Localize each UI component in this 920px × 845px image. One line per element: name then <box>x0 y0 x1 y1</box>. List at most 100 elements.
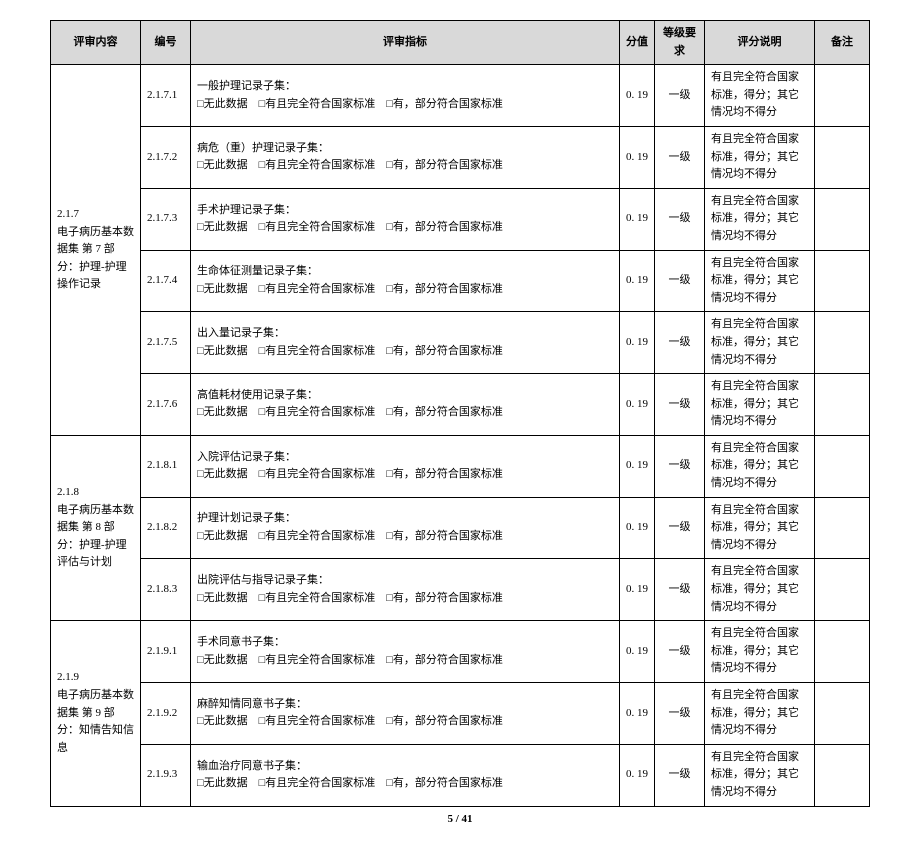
indicator-title: 手术护理记录子集： <box>197 202 613 220</box>
header-content: 评审内容 <box>51 21 141 65</box>
indicator-title: 护理计划记录子集： <box>197 510 613 528</box>
level-cell: 一级 <box>655 312 705 374</box>
header-num: 编号 <box>141 21 191 65</box>
header-indicator: 评审指标 <box>191 21 620 65</box>
desc-cell: 有且完全符合国家标准，得分；其它情况均不得分 <box>705 65 815 127</box>
level-cell: 一级 <box>655 374 705 436</box>
table-row: 2.1.8.2护理计划记录子集：□无此数据 □有且完全符合国家标准 □有，部分符… <box>51 497 870 559</box>
table-row: 2.1.8.3出院评估与指导记录子集：□无此数据 □有且完全符合国家标准 □有，… <box>51 559 870 621</box>
indicator-cell: 高值耗材使用记录子集：□无此数据 □有且完全符合国家标准 □有，部分符合国家标准 <box>191 374 620 436</box>
header-row: 评审内容 编号 评审指标 分值 等级要求 评分说明 备注 <box>51 21 870 65</box>
desc-cell: 有且完全符合国家标准，得分；其它情况均不得分 <box>705 621 815 683</box>
row-number: 2.1.7.2 <box>141 126 191 188</box>
row-number: 2.1.8.2 <box>141 497 191 559</box>
remark-cell <box>815 126 870 188</box>
level-cell: 一级 <box>655 683 705 745</box>
remark-cell <box>815 188 870 250</box>
row-number: 2.1.9.1 <box>141 621 191 683</box>
desc-cell: 有且完全符合国家标准，得分；其它情况均不得分 <box>705 559 815 621</box>
indicator-cell: 出入量记录子集：□无此数据 □有且完全符合国家标准 □有，部分符合国家标准 <box>191 312 620 374</box>
group-content-cell: 2.1.9 电子病历基本数据集 第 9 部分：知情告知信息 <box>51 621 141 806</box>
checkbox-options: □无此数据 □有且完全符合国家标准 □有，部分符合国家标准 <box>197 281 613 299</box>
row-number: 2.1.7.6 <box>141 374 191 436</box>
score-cell: 0. 19 <box>620 126 655 188</box>
desc-cell: 有且完全符合国家标准，得分；其它情况均不得分 <box>705 312 815 374</box>
header-desc: 评分说明 <box>705 21 815 65</box>
score-cell: 0. 19 <box>620 559 655 621</box>
score-cell: 0. 19 <box>620 312 655 374</box>
indicator-cell: 麻醉知情同意书子集：□无此数据 □有且完全符合国家标准 □有，部分符合国家标准 <box>191 683 620 745</box>
desc-cell: 有且完全符合国家标准，得分；其它情况均不得分 <box>705 435 815 497</box>
indicator-cell: 出院评估与指导记录子集：□无此数据 □有且完全符合国家标准 □有，部分符合国家标… <box>191 559 620 621</box>
checkbox-options: □无此数据 □有且完全符合国家标准 □有，部分符合国家标准 <box>197 466 613 484</box>
remark-cell <box>815 65 870 127</box>
indicator-title: 入院评估记录子集： <box>197 449 613 467</box>
indicator-title: 手术同意书子集： <box>197 634 613 652</box>
desc-cell: 有且完全符合国家标准，得分；其它情况均不得分 <box>705 188 815 250</box>
score-cell: 0. 19 <box>620 374 655 436</box>
level-cell: 一级 <box>655 744 705 806</box>
remark-cell <box>815 559 870 621</box>
indicator-title: 一般护理记录子集： <box>197 78 613 96</box>
indicator-title: 输血治疗同意书子集： <box>197 758 613 776</box>
checkbox-options: □无此数据 □有且完全符合国家标准 □有，部分符合国家标准 <box>197 219 613 237</box>
indicator-cell: 病危（重）护理记录子集：□无此数据 □有且完全符合国家标准 □有，部分符合国家标… <box>191 126 620 188</box>
level-cell: 一级 <box>655 497 705 559</box>
row-number: 2.1.7.5 <box>141 312 191 374</box>
indicator-title: 麻醉知情同意书子集： <box>197 696 613 714</box>
table-row: 2.1.7.6高值耗材使用记录子集：□无此数据 □有且完全符合国家标准 □有，部… <box>51 374 870 436</box>
table-row: 2.1.9 电子病历基本数据集 第 9 部分：知情告知信息2.1.9.1手术同意… <box>51 621 870 683</box>
checkbox-options: □无此数据 □有且完全符合国家标准 □有，部分符合国家标准 <box>197 343 613 361</box>
level-cell: 一级 <box>655 250 705 312</box>
row-number: 2.1.7.3 <box>141 188 191 250</box>
remark-cell <box>815 621 870 683</box>
indicator-title: 高值耗材使用记录子集： <box>197 387 613 405</box>
remark-cell <box>815 497 870 559</box>
remark-cell <box>815 435 870 497</box>
indicator-title: 生命体征测量记录子集： <box>197 263 613 281</box>
table-row: 2.1.7.5出入量记录子集：□无此数据 □有且完全符合国家标准 □有，部分符合… <box>51 312 870 374</box>
row-number: 2.1.9.3 <box>141 744 191 806</box>
level-cell: 一级 <box>655 188 705 250</box>
score-cell: 0. 19 <box>620 188 655 250</box>
remark-cell <box>815 374 870 436</box>
table-row: 2.1.7.2病危（重）护理记录子集：□无此数据 □有且完全符合国家标准 □有，… <box>51 126 870 188</box>
desc-cell: 有且完全符合国家标准，得分；其它情况均不得分 <box>705 250 815 312</box>
row-number: 2.1.8.3 <box>141 559 191 621</box>
review-table: 评审内容 编号 评审指标 分值 等级要求 评分说明 备注 2.1.7 电子病历基… <box>50 20 870 807</box>
header-remark: 备注 <box>815 21 870 65</box>
score-cell: 0. 19 <box>620 621 655 683</box>
group-content-cell: 2.1.7 电子病历基本数据集 第 7 部分：护理-护理操作记录 <box>51 65 141 436</box>
level-cell: 一级 <box>655 435 705 497</box>
indicator-title: 出院评估与指导记录子集： <box>197 572 613 590</box>
indicator-cell: 输血治疗同意书子集：□无此数据 □有且完全符合国家标准 □有，部分符合国家标准 <box>191 744 620 806</box>
remark-cell <box>815 683 870 745</box>
page-footer: 5 / 41 <box>50 813 870 825</box>
score-cell: 0. 19 <box>620 497 655 559</box>
table-row: 2.1.9.2麻醉知情同意书子集：□无此数据 □有且完全符合国家标准 □有，部分… <box>51 683 870 745</box>
remark-cell <box>815 312 870 374</box>
table-row: 2.1.7.3 手术护理记录子集：□无此数据 □有且完全符合国家标准 □有，部分符… <box>51 188 870 250</box>
header-level: 等级要求 <box>655 21 705 65</box>
checkbox-options: □无此数据 □有且完全符合国家标准 □有，部分符合国家标准 <box>197 96 613 114</box>
row-number: 2.1.9.2 <box>141 683 191 745</box>
remark-cell <box>815 250 870 312</box>
table-row: 2.1.7 电子病历基本数据集 第 7 部分：护理-护理操作记录2.1.7.1一… <box>51 65 870 127</box>
score-cell: 0. 19 <box>620 435 655 497</box>
table-row: 2.1.7.4生命体征测量记录子集：□无此数据 □有且完全符合国家标准 □有，部… <box>51 250 870 312</box>
indicator-cell: 生命体征测量记录子集：□无此数据 □有且完全符合国家标准 □有，部分符合国家标准 <box>191 250 620 312</box>
checkbox-options: □无此数据 □有且完全符合国家标准 □有，部分符合国家标准 <box>197 590 613 608</box>
indicator-title: 出入量记录子集： <box>197 325 613 343</box>
score-cell: 0. 19 <box>620 683 655 745</box>
score-cell: 0. 19 <box>620 744 655 806</box>
desc-cell: 有且完全符合国家标准，得分；其它情况均不得分 <box>705 497 815 559</box>
table-row: 2.1.9.3输血治疗同意书子集：□无此数据 □有且完全符合国家标准 □有，部分… <box>51 744 870 806</box>
indicator-cell: 护理计划记录子集：□无此数据 □有且完全符合国家标准 □有，部分符合国家标准 <box>191 497 620 559</box>
level-cell: 一级 <box>655 621 705 683</box>
desc-cell: 有且完全符合国家标准，得分；其它情况均不得分 <box>705 126 815 188</box>
checkbox-options: □无此数据 □有且完全符合国家标准 □有，部分符合国家标准 <box>197 652 613 670</box>
row-number: 2.1.8.1 <box>141 435 191 497</box>
header-score: 分值 <box>620 21 655 65</box>
checkbox-options: □无此数据 □有且完全符合国家标准 □有，部分符合国家标准 <box>197 157 613 175</box>
checkbox-options: □无此数据 □有且完全符合国家标准 □有，部分符合国家标准 <box>197 775 613 793</box>
